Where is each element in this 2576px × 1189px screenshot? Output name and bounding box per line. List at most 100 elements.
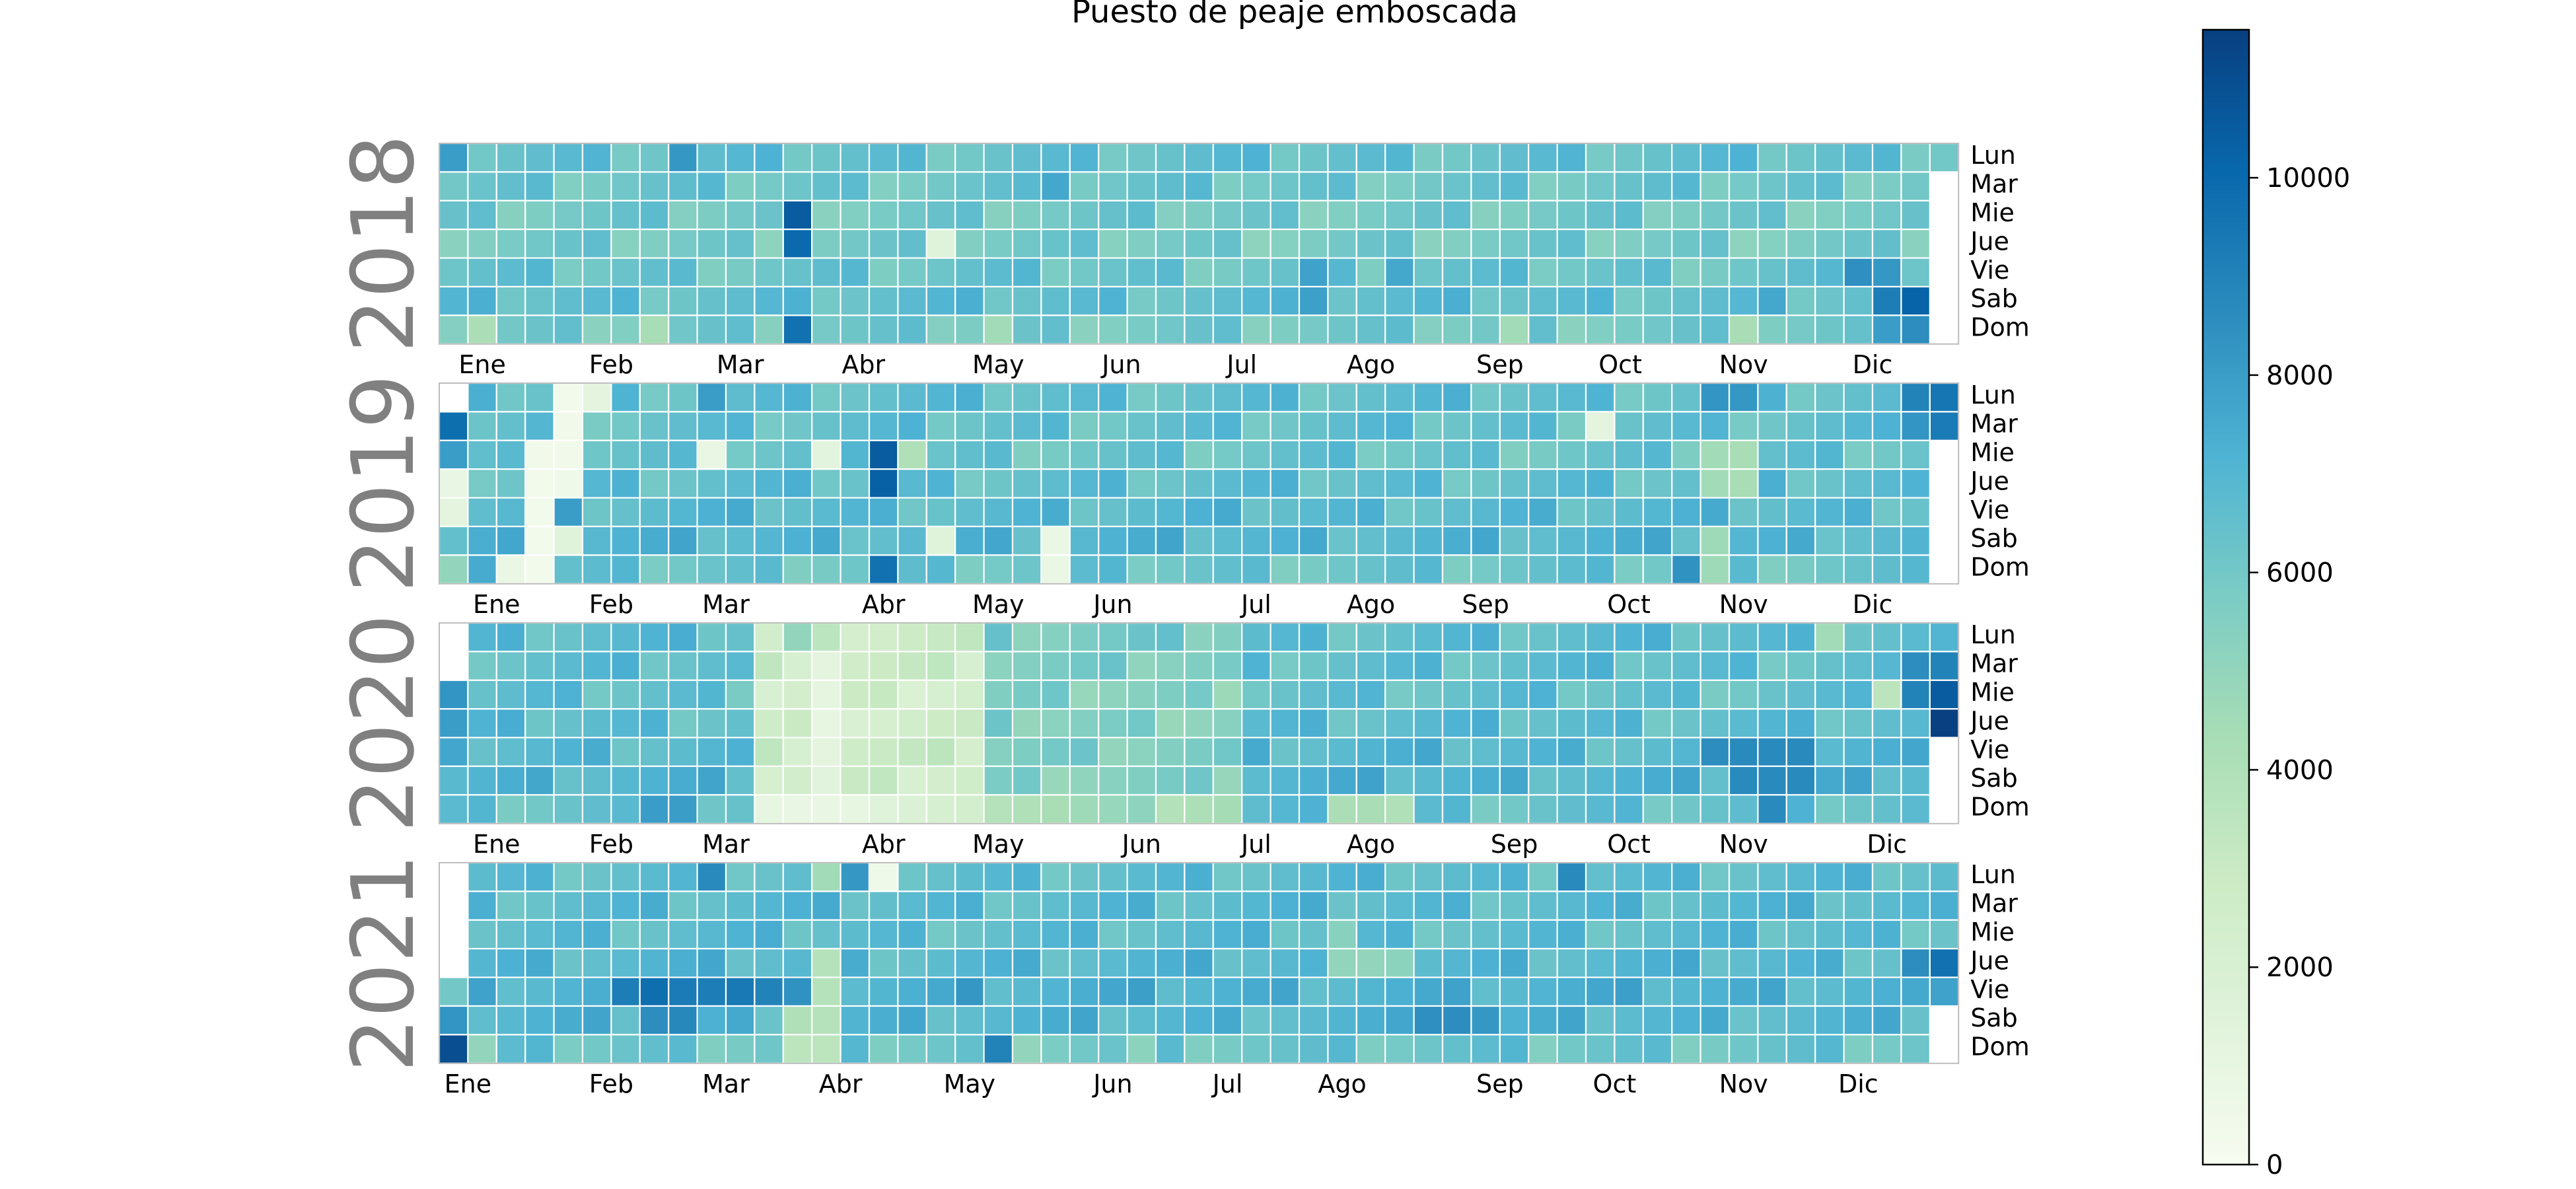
day-cell (1212, 765, 1243, 796)
day-cell (639, 708, 670, 739)
day-cell (1671, 765, 1701, 796)
month-label-jun: Jun (1092, 590, 1132, 619)
day-cell (1757, 861, 1787, 892)
day-cell (897, 1005, 927, 1036)
day-cell (438, 1034, 469, 1064)
day-cell (1212, 554, 1243, 585)
day-label-mar: Mar (1970, 649, 2018, 678)
day-cell (754, 890, 784, 921)
day-cell (495, 468, 526, 499)
day-cell (553, 285, 584, 316)
day-cell (868, 651, 899, 681)
day-cell (438, 737, 469, 768)
day-cell (840, 919, 871, 950)
day-cell (1184, 794, 1214, 824)
day-cell (1155, 919, 1186, 950)
day-cell (1184, 737, 1214, 768)
day-cell (1298, 142, 1329, 173)
day-cell (1098, 794, 1128, 824)
day-cell (1355, 919, 1386, 950)
day-cell (1126, 861, 1157, 892)
month-label-sep: Sep (1491, 830, 1538, 859)
year-border (439, 862, 1960, 1064)
day-cell (1785, 554, 1816, 585)
day-cell (1528, 382, 1558, 413)
day-cell (954, 554, 985, 585)
day-cell (725, 525, 756, 556)
day-cell (983, 1005, 1014, 1036)
day-cell (1814, 257, 1845, 288)
day-cell (897, 1034, 927, 1064)
day-cell (1785, 976, 1816, 1007)
day-cell (1499, 765, 1530, 796)
day-cell (1040, 1005, 1071, 1036)
day-cell (1871, 257, 1902, 288)
day-cell (1814, 708, 1845, 739)
day-cell (1785, 737, 1816, 768)
day-cell (1298, 765, 1329, 796)
day-cell (524, 708, 555, 739)
day-cell (1871, 708, 1902, 739)
day-cell (1441, 497, 1472, 528)
day-cell (782, 948, 813, 978)
day-cell (925, 794, 956, 824)
day-cell (495, 976, 526, 1007)
day-cell (983, 142, 1014, 173)
day-cell (1785, 497, 1816, 528)
day-cell (1327, 142, 1357, 173)
day-cell (581, 257, 612, 288)
month-label-abr: Abr (862, 590, 906, 619)
day-label-dom: Dom (1970, 313, 2030, 342)
day-cell (1441, 890, 1472, 921)
day-cell (1728, 285, 1759, 316)
day-cell (811, 651, 841, 681)
day-cell (868, 199, 899, 231)
day-cell (782, 1034, 813, 1064)
day-cell (1642, 257, 1673, 288)
day-cell (553, 497, 584, 528)
day-cell (868, 794, 899, 824)
day-cell (1413, 382, 1444, 413)
day-cell (1499, 525, 1530, 556)
day-cell (840, 257, 871, 288)
day-cell (639, 285, 670, 316)
day-cell (725, 439, 756, 470)
day-cell (610, 651, 641, 681)
day-cell (1499, 382, 1530, 413)
day-cell (1327, 679, 1357, 710)
day-cell (1900, 765, 1931, 796)
day-cell (725, 497, 756, 528)
day-cell (1355, 257, 1386, 288)
day-cell (1585, 737, 1616, 768)
day-cell (1843, 976, 1874, 1007)
day-cell (1441, 142, 1472, 173)
day-cell (925, 919, 956, 950)
day-cell (1757, 651, 1787, 681)
day-cell (1900, 142, 1931, 173)
day-cell (1528, 314, 1558, 345)
day-cell (1011, 622, 1042, 653)
day-cell (581, 708, 612, 739)
day-cell (840, 737, 871, 768)
day-cell (1384, 1034, 1415, 1064)
day-cell (1384, 382, 1415, 413)
day-cell (983, 919, 1014, 950)
day-cell (925, 737, 956, 768)
day-cell (1642, 708, 1673, 739)
day-cell (668, 1034, 698, 1064)
day-cell (868, 314, 899, 345)
day-cell (1614, 737, 1644, 768)
day-cell (1184, 861, 1214, 892)
day-cell (1699, 948, 1731, 978)
day-cell (925, 554, 956, 585)
day-cell (725, 142, 756, 173)
day-cell (983, 285, 1014, 316)
day-cell (954, 314, 985, 345)
day-cell (1699, 794, 1731, 824)
day-cell (1441, 794, 1472, 824)
month-label-jun: Jun (1092, 1069, 1132, 1099)
day-cell (639, 382, 670, 413)
day-cell (868, 171, 899, 201)
day-cell (524, 525, 555, 556)
